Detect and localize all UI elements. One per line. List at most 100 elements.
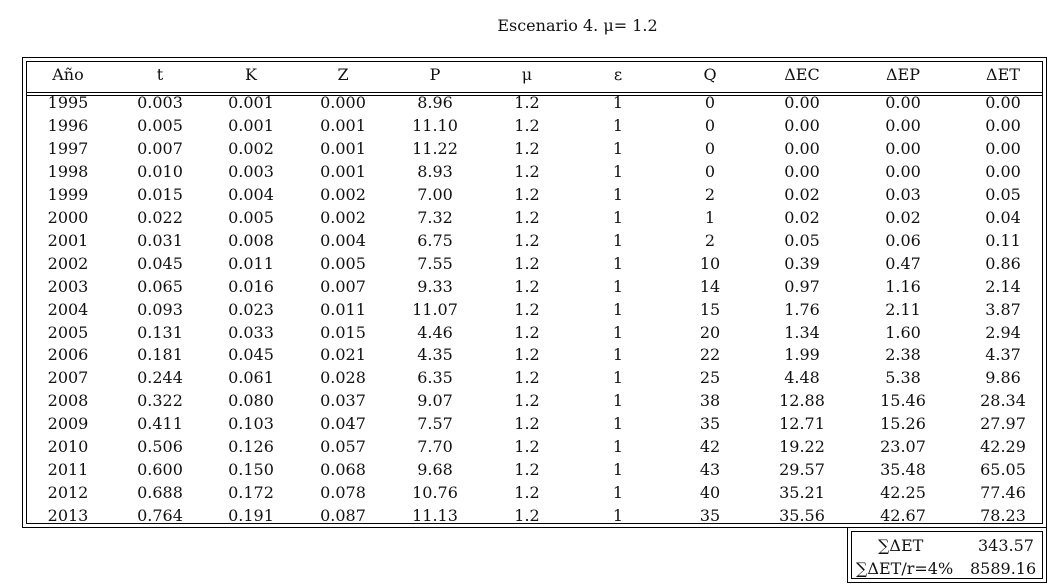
cell-epsilon: 1 <box>612 115 624 135</box>
cell-delta-ec: 0.97 <box>784 276 820 296</box>
cell-p: 11.22 <box>412 138 458 158</box>
cell-k: 0.126 <box>228 437 274 457</box>
cell-q: 20 <box>699 322 721 342</box>
cell-k: 0.002 <box>228 138 274 158</box>
cell-p: 8.96 <box>417 93 453 112</box>
cell-delta-et: 78.23 <box>980 506 1026 526</box>
cell-q: 15 <box>699 299 721 319</box>
cell-delta-ep: 0.00 <box>885 93 921 112</box>
cell-year: 2004 <box>47 299 89 319</box>
summary-box-inner-frame <box>851 531 1043 579</box>
cell-p: 7.57 <box>417 414 453 434</box>
cell-year: 1996 <box>47 115 89 135</box>
cell-p: 8.93 <box>417 161 453 181</box>
cell-delta-et: 27.97 <box>980 414 1026 434</box>
cell-delta-et: 42.29 <box>980 437 1026 457</box>
cell-delta-ep: 15.26 <box>880 414 926 434</box>
cell-p: 7.32 <box>417 207 453 227</box>
cell-q: 0 <box>704 161 716 181</box>
cell-mu: 1.2 <box>514 322 540 342</box>
cell-mu: 1.2 <box>514 230 540 250</box>
cell-mu: 1.2 <box>514 506 540 526</box>
cell-q: 25 <box>699 368 721 388</box>
cell-delta-ec: 19.22 <box>779 437 825 457</box>
cell-mu: 1.2 <box>514 299 540 319</box>
cell-year: 2009 <box>47 414 89 434</box>
cell-delta-ep: 42.67 <box>880 506 926 526</box>
cell-year: 2003 <box>47 276 89 296</box>
cell-z: 0.047 <box>320 414 366 434</box>
cell-delta-ep: 42.25 <box>880 483 926 503</box>
cell-k: 0.001 <box>228 115 274 135</box>
cell-k: 0.172 <box>228 483 274 503</box>
cell-p: 7.55 <box>417 253 453 273</box>
cell-mu: 1.2 <box>514 391 540 411</box>
header-delta-et: ΔET <box>986 65 1020 84</box>
cell-delta-et: 0.00 <box>985 138 1021 158</box>
cell-delta-ep: 1.16 <box>885 276 921 296</box>
cell-z: 0.021 <box>320 345 366 365</box>
cell-epsilon: 1 <box>612 138 624 158</box>
cell-delta-ep: 2.38 <box>885 345 921 365</box>
cell-delta-ep: 23.07 <box>880 437 926 457</box>
cell-z: 0.002 <box>320 184 366 204</box>
cell-delta-et: 2.14 <box>985 276 1021 296</box>
summary-label-total: ∑ΔET <box>878 536 924 555</box>
cell-k: 0.016 <box>228 276 274 296</box>
cell-delta-ec: 4.48 <box>784 368 820 388</box>
header-mu: μ <box>521 65 533 84</box>
cell-t: 0.764 <box>137 506 183 526</box>
cell-delta-et: 0.00 <box>985 93 1021 112</box>
cell-z: 0.002 <box>320 207 366 227</box>
cell-p: 11.10 <box>412 115 458 135</box>
cell-delta-ec: 1.99 <box>784 345 820 365</box>
cell-p: 9.68 <box>417 460 453 480</box>
cell-k: 0.150 <box>228 460 274 480</box>
cell-q: 10 <box>699 253 721 273</box>
cell-q: 14 <box>699 276 721 296</box>
cell-year: 2012 <box>47 483 89 503</box>
cell-k: 0.061 <box>228 368 274 388</box>
cell-delta-ep: 0.02 <box>885 207 921 227</box>
cell-z: 0.011 <box>320 299 366 319</box>
cell-q: 0 <box>704 138 716 158</box>
cell-p: 10.76 <box>412 483 458 503</box>
cell-delta-et: 2.94 <box>985 322 1021 342</box>
cell-epsilon: 1 <box>612 299 624 319</box>
cell-k: 0.033 <box>228 322 274 342</box>
header-delta-ep: ΔEP <box>886 65 920 84</box>
cell-p: 7.70 <box>417 437 453 457</box>
cell-epsilon: 1 <box>612 184 624 204</box>
cell-delta-ep: 0.00 <box>885 115 921 135</box>
cell-z: 0.068 <box>320 460 366 480</box>
cell-epsilon: 1 <box>612 391 624 411</box>
cell-epsilon: 1 <box>612 483 624 503</box>
cell-k: 0.005 <box>228 207 274 227</box>
cell-q: 0 <box>704 93 716 112</box>
cell-z: 0.001 <box>320 138 366 158</box>
cell-delta-ec: 0.00 <box>784 115 820 135</box>
cell-year: 1995 <box>47 93 89 112</box>
cell-t: 0.181 <box>137 345 183 365</box>
data-table <box>22 57 1047 528</box>
cell-t: 0.322 <box>137 391 183 411</box>
cell-t: 0.244 <box>137 368 183 388</box>
cell-delta-ec: 1.34 <box>784 322 820 342</box>
cell-year: 1997 <box>47 138 89 158</box>
cell-epsilon: 1 <box>612 414 624 434</box>
cell-q: 42 <box>699 437 721 457</box>
header-p: P <box>429 65 441 84</box>
cell-mu: 1.2 <box>514 184 540 204</box>
cell-q: 43 <box>699 460 721 480</box>
cell-z: 0.007 <box>320 276 366 296</box>
cell-k: 0.008 <box>228 230 274 250</box>
cell-t: 0.045 <box>137 253 183 273</box>
cell-year: 2007 <box>47 368 89 388</box>
cell-z: 0.001 <box>320 161 366 181</box>
cell-mu: 1.2 <box>514 207 540 227</box>
header-year: Año <box>52 65 84 84</box>
summary-box <box>847 527 1047 583</box>
cell-delta-ec: 0.00 <box>784 138 820 158</box>
cell-t: 0.688 <box>137 483 183 503</box>
cell-year: 2013 <box>47 506 89 526</box>
